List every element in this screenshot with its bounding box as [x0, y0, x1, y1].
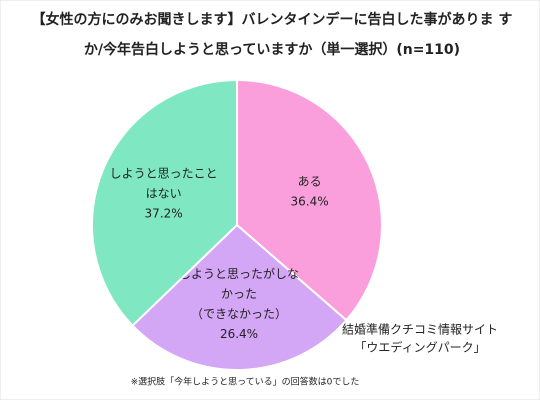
value-label: 37.2% [145, 206, 183, 220]
value-label: 26.4% [220, 327, 258, 341]
chart-title: 【女性の方にのみお聞きします】バレンタインデーに告白した事がありま す [32, 11, 513, 28]
slice-label: しようと思ったがしな [179, 266, 299, 281]
chart-title: か/今年告白しようと思っていますか（単一選択）(n=110) [84, 41, 460, 58]
pie-slice [91, 78, 238, 327]
slice-label: はない [146, 186, 182, 200]
value-label: 36.4% [291, 194, 329, 208]
slice-label: （できなかった） [191, 307, 287, 321]
annotation: 結婚準備クチコミ情報サイト [342, 322, 498, 337]
slice-label: しようと思ったこと [110, 166, 218, 180]
annotation: 「ウエディングパーク」 [354, 340, 485, 355]
slice-label: かった [221, 287, 257, 301]
slice-label: ある [298, 174, 322, 188]
note: ※選択肢「今年しようと思っている」の回答数は0でした [131, 376, 360, 388]
pie-slice [236, 78, 383, 322]
pie-slice [131, 223, 348, 371]
